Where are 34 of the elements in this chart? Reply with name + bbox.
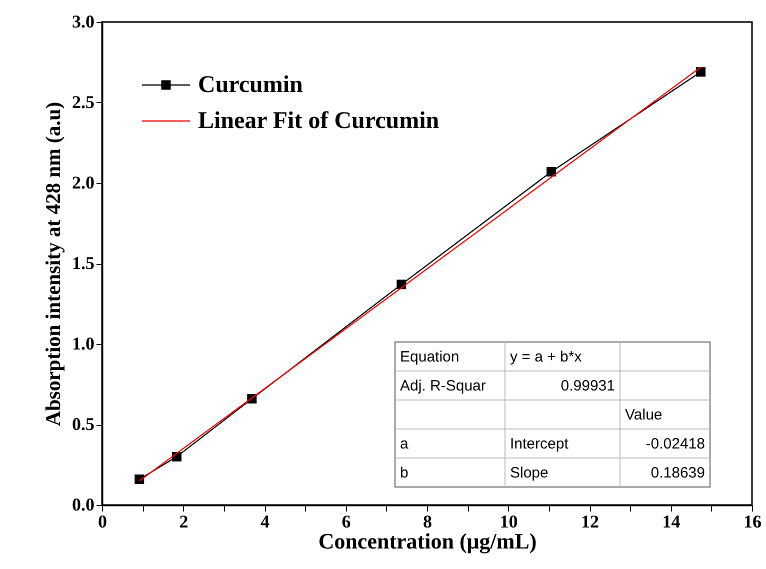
x-tick-label: 12 [581, 512, 599, 532]
y-tick-label: 0.5 [72, 414, 94, 434]
annotation: 0.99931 [560, 378, 615, 394]
legend-label: Curcumin [198, 72, 303, 98]
annotation: 0.18639 [650, 464, 705, 482]
annotation: Equation [400, 348, 460, 366]
annotation: b [400, 464, 408, 482]
x-tick-label: 4 [260, 512, 270, 532]
y-tick-label: 0.0 [72, 494, 94, 514]
point [696, 67, 706, 77]
y-axis-title: Absorption intensity at 428 nm (a.u) [41, 102, 65, 426]
x-axis-title: Concentration (μg/mL) [318, 528, 537, 554]
point [546, 166, 556, 176]
x-tick-label: 10 [500, 512, 518, 532]
legend-label: Linear Fit of Curcumin [198, 108, 440, 134]
annotation: y = a + b*x [510, 348, 582, 366]
annotation: a [400, 436, 409, 452]
point [134, 474, 144, 484]
annotation: Value [625, 406, 662, 424]
annotation: Adj. R-Squar [400, 378, 486, 394]
annotation: Intercept [510, 436, 570, 452]
annotation: -0.02418 [646, 436, 705, 452]
x-tick-label: 16 [744, 512, 762, 532]
y-tick-label: 1.0 [72, 334, 94, 354]
x-tick-label: 0 [98, 512, 107, 532]
y-tick-label: 2.5 [72, 92, 94, 112]
x-tick-label: 8 [423, 512, 432, 532]
y-tick-label: 2.0 [72, 172, 94, 192]
y-tick-label: 1.5 [72, 253, 94, 273]
x-tick-label: 14 [662, 512, 680, 532]
x-tick-label: 6 [342, 512, 351, 532]
x-tick-label: 2 [179, 512, 188, 532]
annotation: Slope [510, 464, 548, 482]
y-tick-label: 3.0 [72, 12, 94, 32]
